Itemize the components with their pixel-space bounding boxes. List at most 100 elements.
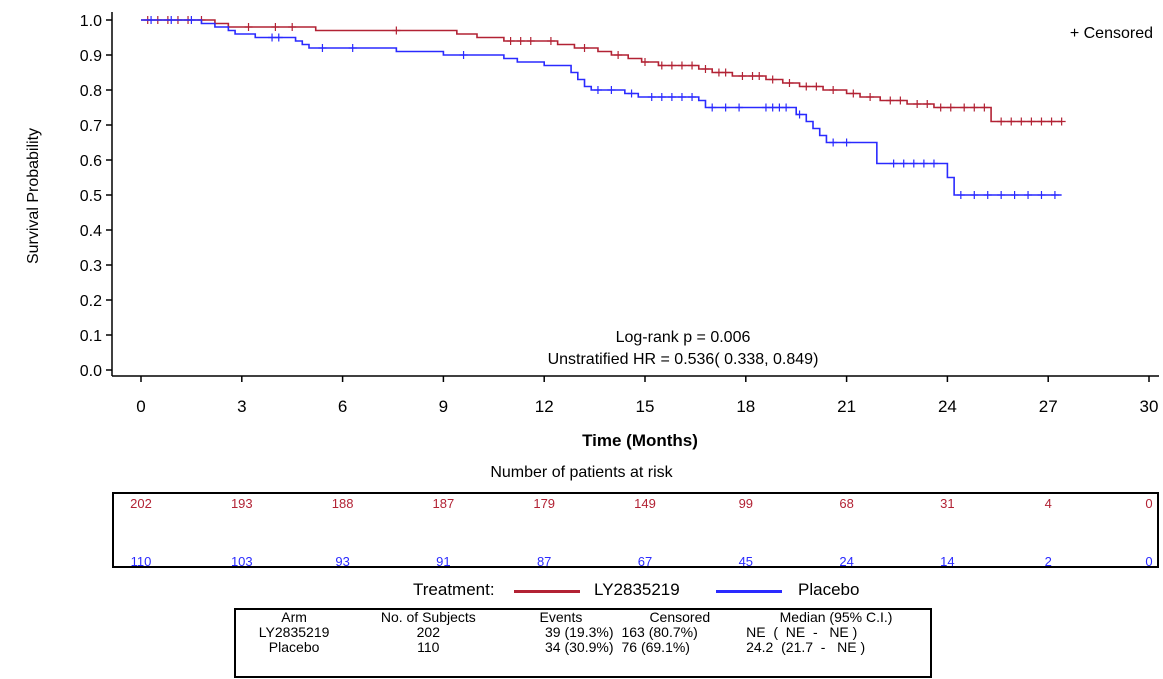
censor-mark <box>147 16 156 24</box>
x-tick-label: 0 <box>136 397 145 416</box>
risk-count: 2 <box>1044 554 1052 569</box>
censor-mark <box>677 93 686 101</box>
risk-count: 202 <box>130 496 152 511</box>
censor-mark <box>288 23 297 31</box>
censor-mark <box>657 61 666 70</box>
risk-count: 193 <box>230 496 253 511</box>
censor-mark <box>318 44 327 52</box>
summary-header: Censored <box>649 609 711 625</box>
risk-count: 149 <box>634 496 656 511</box>
censor-mark <box>268 33 277 42</box>
censor-mark <box>899 159 908 168</box>
y-tick-label: 0.5 <box>80 188 102 205</box>
summary-header: No. of Subjects <box>380 609 476 625</box>
censor-mark <box>929 159 938 168</box>
x-tick-label: 30 <box>1140 397 1159 416</box>
censor-mark <box>812 82 821 91</box>
risk-count: 0 <box>1145 496 1153 511</box>
censor-mark <box>802 82 811 91</box>
y-tick-label: 0.3 <box>80 258 102 275</box>
hr-annotation: Unstratified HR = 0.536( 0.338, 0.849) <box>548 351 819 368</box>
censor-mark <box>1037 117 1046 126</box>
summary-cell: 163 (80.7%) <box>621 624 698 640</box>
y-axis-label: Survival Probability <box>25 128 42 264</box>
legend-item-ly: LY2835219 <box>594 580 680 599</box>
censor-mark <box>244 23 253 31</box>
summary-header: Events <box>539 609 583 625</box>
risk-count: 93 <box>335 554 350 569</box>
logrank-annotation: Log-rank p = 0.006 <box>616 329 751 346</box>
risk-count: 110 <box>130 554 152 569</box>
censor-mark <box>956 191 965 199</box>
censor-mark <box>866 93 875 101</box>
censor-mark <box>187 16 196 24</box>
y-tick-label: 1.0 <box>80 13 102 30</box>
censor-mark <box>607 86 616 94</box>
summary-header: Median (95% C.I.) <box>779 609 893 625</box>
censor-mark <box>896 96 905 105</box>
summary-cell: 110 <box>417 639 440 655</box>
censor-mark <box>946 103 955 112</box>
censor-mark <box>970 103 979 112</box>
censor-mark <box>748 72 757 80</box>
censor-mark <box>829 86 838 94</box>
legend-line-ly <box>514 590 580 593</box>
summary-table: Arm No. of Subjects Events Censored Medi… <box>234 608 932 678</box>
censor-mark <box>506 37 515 45</box>
censor-mark <box>516 37 525 45</box>
censor-mark <box>1010 191 1019 199</box>
censor-mark <box>919 159 928 168</box>
x-tick-label: 15 <box>636 397 655 416</box>
censor-mark <box>688 93 697 101</box>
censor-mark <box>708 103 717 112</box>
censor-mark <box>960 103 969 112</box>
censor-mark <box>782 103 791 112</box>
censor-mark <box>755 72 764 80</box>
censor-mark <box>768 75 777 84</box>
x-axis-label: Time (Months) <box>582 431 698 450</box>
censor-mark <box>970 191 979 199</box>
risk-table <box>112 492 1159 568</box>
censor-mark <box>271 23 280 31</box>
y-tick-label: 0.0 <box>80 363 102 380</box>
censor-mark <box>721 68 730 77</box>
risk-count: 0 <box>1145 554 1153 569</box>
censor-mark <box>593 86 602 94</box>
summary-cell: 34 (30.9%) <box>545 639 614 655</box>
censor-mark <box>1037 191 1046 199</box>
x-tick-label: 27 <box>1039 397 1058 416</box>
legend-label: Treatment: <box>413 580 495 599</box>
censor-mark <box>1024 191 1033 199</box>
censor-mark <box>392 26 401 35</box>
censor-mark <box>997 117 1006 126</box>
censor-mark <box>1027 117 1036 126</box>
censor-mark <box>889 159 898 168</box>
censor-mark <box>701 65 710 73</box>
censor-mark <box>735 103 744 112</box>
risk-count: 103 <box>230 554 253 569</box>
censor-mark <box>667 61 676 70</box>
censor-mark <box>997 191 1006 199</box>
censor-mark <box>1017 117 1026 126</box>
legend-item-placebo: Placebo <box>798 580 860 599</box>
summary-cell: 39 (19.3%) <box>545 624 614 640</box>
risk-table-title: Number of patients at risk <box>490 464 673 481</box>
risk-count: 187 <box>432 496 455 511</box>
risk-count: 68 <box>839 496 854 511</box>
censor-mark <box>1050 191 1059 199</box>
risk-count: 45 <box>738 554 754 569</box>
censor-mark <box>849 89 858 98</box>
censor-mark <box>167 16 176 24</box>
censor-mark <box>886 96 895 105</box>
risk-count: 188 <box>331 496 354 511</box>
y-tick-label: 0.2 <box>80 293 102 310</box>
censor-mark <box>1057 117 1066 126</box>
risk-count: 91 <box>436 554 451 569</box>
censor-mark <box>688 61 697 70</box>
x-tick-label: 6 <box>338 397 347 416</box>
censor-mark <box>647 93 656 101</box>
censor-mark <box>829 138 838 147</box>
risk-count: 179 <box>533 496 556 511</box>
x-tick-label: 9 <box>439 397 448 416</box>
summary-cell: LY2835219 <box>258 624 330 640</box>
